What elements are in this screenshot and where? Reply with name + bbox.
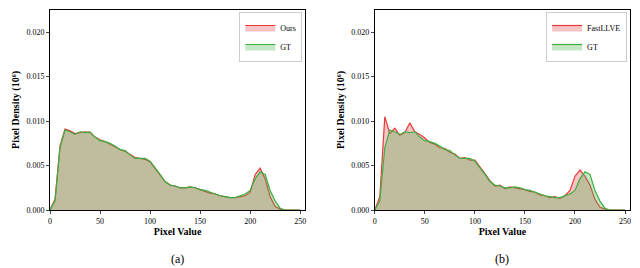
svg-text:50: 50 — [421, 217, 429, 226]
svg-text:0.000: 0.000 — [26, 206, 44, 215]
svg-text:Pixel Value: Pixel Value — [479, 226, 527, 237]
svg-text:250: 250 — [294, 217, 306, 226]
svg-text:250: 250 — [619, 217, 631, 226]
svg-text:0.015: 0.015 — [351, 72, 369, 81]
svg-text:0.015: 0.015 — [26, 72, 44, 81]
svg-text:100: 100 — [144, 217, 156, 226]
svg-text:GT: GT — [280, 43, 291, 52]
svg-text:Pixel Value: Pixel Value — [154, 226, 202, 237]
svg-text:50: 50 — [96, 217, 104, 226]
svg-text:0.010: 0.010 — [351, 117, 369, 126]
svg-text:0.020: 0.020 — [26, 28, 44, 37]
svg-text:0.020: 0.020 — [351, 28, 369, 37]
svg-text:0.005: 0.005 — [26, 161, 44, 170]
svg-text:200: 200 — [569, 217, 581, 226]
svg-text:Pixel Density (10⁶): Pixel Density (10⁶) — [10, 71, 22, 149]
svg-text:100: 100 — [469, 217, 481, 226]
svg-text:150: 150 — [519, 217, 531, 226]
svg-text:(a): (a) — [171, 252, 184, 266]
svg-text:GT: GT — [587, 43, 598, 52]
svg-text:FastLLVE: FastLLVE — [587, 24, 620, 33]
svg-text:0.010: 0.010 — [26, 117, 44, 126]
svg-text:0.005: 0.005 — [351, 161, 369, 170]
svg-text:(b): (b) — [495, 252, 509, 266]
svg-text:Ours: Ours — [280, 24, 296, 33]
svg-text:200: 200 — [244, 217, 256, 226]
svg-text:150: 150 — [194, 217, 206, 226]
svg-text:0.000: 0.000 — [351, 206, 369, 215]
svg-text:Pixel Density (10⁶): Pixel Density (10⁶) — [335, 71, 347, 149]
svg-text:0: 0 — [373, 217, 377, 226]
svg-text:0: 0 — [48, 217, 52, 226]
